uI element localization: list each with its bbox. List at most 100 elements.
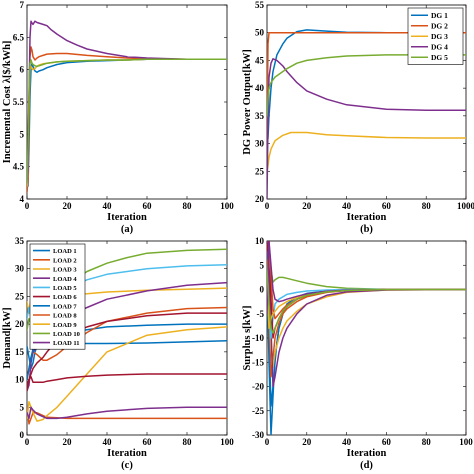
x-tick-label: 60 xyxy=(382,437,392,447)
y-tick-label: 10 xyxy=(255,236,265,246)
x-tick-label: 20 xyxy=(63,201,73,211)
series-line-5 xyxy=(27,58,227,184)
panel-caption: (a) xyxy=(121,224,134,235)
x-tick-label: 80 xyxy=(183,201,193,211)
series-line-5 xyxy=(267,241,466,388)
x-tick-label: 40 xyxy=(103,437,113,447)
legend-label: DG 1 xyxy=(431,11,448,20)
series-line-12 xyxy=(27,373,227,386)
x-tick-label: 1000 xyxy=(457,201,474,211)
y-tick-label: 5 xyxy=(20,402,25,412)
series-line-4 xyxy=(267,269,466,368)
series-group xyxy=(27,20,227,194)
x-tick-label: 80 xyxy=(422,201,432,211)
series-line-4 xyxy=(27,20,227,181)
y-tick-label: 0 xyxy=(20,430,25,440)
y-tick-label: 25 xyxy=(255,166,265,176)
x-tick-label: 40 xyxy=(342,437,352,447)
y-tick-label: 0 xyxy=(260,285,265,295)
series-group xyxy=(267,29,466,199)
x-axis-label: Iteration xyxy=(347,212,387,223)
legend-label: LOAD 6 xyxy=(53,294,77,301)
y-tick-label: -15 xyxy=(252,357,264,367)
legend-label: DG 3 xyxy=(431,32,448,41)
y-tick-label: 4 xyxy=(20,194,25,204)
series-line-load-11 xyxy=(27,406,227,420)
legend-label: LOAD 9 xyxy=(53,322,77,329)
y-tick-label: 30 xyxy=(15,264,25,274)
y-tick-label: -25 xyxy=(252,406,264,416)
plot-area xyxy=(266,240,467,436)
y-tick-label: 40 xyxy=(255,83,265,93)
legend-label: LOAD 4 xyxy=(53,276,77,283)
x-tick-label: 80 xyxy=(422,437,432,447)
legend-label: LOAD 7 xyxy=(53,303,77,310)
y-tick-label: -30 xyxy=(252,430,264,440)
x-tick-label: 20 xyxy=(302,437,312,447)
legend-label: LOAD 3 xyxy=(53,267,77,274)
y-tick-label: 10 xyxy=(15,375,25,385)
x-axis-label: Iteration xyxy=(107,448,147,459)
panel-caption: (c) xyxy=(121,460,133,471)
y-axis-label: Demand[kW] xyxy=(2,307,13,368)
legend: LOAD 1 LOAD 2 LOAD 3 LOAD 4 LOAD 5 LOAD 6 LOAD… xyxy=(29,243,86,350)
plot-area xyxy=(26,240,228,436)
y-tick-label: 35 xyxy=(255,111,265,121)
legend-label: DG 4 xyxy=(431,42,448,51)
legend-label: LOAD 5 xyxy=(53,285,77,292)
series-line-9 xyxy=(267,249,466,320)
series-line-dg-4 xyxy=(267,58,466,199)
panel-caption: (b) xyxy=(360,224,373,235)
series-line-11 xyxy=(267,241,466,315)
y-tick-label: 5 xyxy=(20,129,25,139)
y-tick-label: 15 xyxy=(15,347,25,357)
y-tick-label: -5 xyxy=(257,309,265,319)
y-axis-label: Surplus s[kW] xyxy=(242,305,253,370)
chart-panel-c: 0 20 40 60 80 100 0 5 10 15 20 25 30 35 Iteration Deman… xyxy=(2,236,234,471)
series-line-3 xyxy=(27,58,227,187)
x-tick-label: 0 xyxy=(265,201,270,211)
x-tick-label: 20 xyxy=(302,201,312,211)
y-tick-label: -10 xyxy=(252,333,264,343)
y-tick-label: 6.5 xyxy=(13,32,25,42)
y-tick-label: 25 xyxy=(15,291,25,301)
series-line-dg-2 xyxy=(267,31,466,145)
x-tick-label: 60 xyxy=(382,201,392,211)
series-line-dg-5 xyxy=(267,54,466,117)
series-line-1 xyxy=(27,58,227,187)
x-tick-label: 0 xyxy=(25,437,30,447)
series-line-load-8 xyxy=(27,406,227,425)
x-tick-label: 60 xyxy=(143,201,153,211)
series-line-dg-3 xyxy=(267,131,466,173)
x-tick-label: 80 xyxy=(183,437,193,447)
legend-label: LOAD 2 xyxy=(53,257,77,264)
series-line-6 xyxy=(267,254,466,291)
series-line-12 xyxy=(267,269,466,334)
x-tick-label: 0 xyxy=(265,437,270,447)
legend-label: DG 5 xyxy=(431,53,448,62)
x-tick-label: 60 xyxy=(143,437,153,447)
y-tick-label: 45 xyxy=(255,55,265,65)
legend: DG 1DG 2 DG 3DG 4 DG 5 xyxy=(407,7,464,65)
y-tick-label: 35 xyxy=(15,236,25,246)
legend-label: DG 2 xyxy=(431,21,448,30)
series-line-1 xyxy=(267,249,466,407)
x-tick-label: 100 xyxy=(220,201,234,211)
y-axis-label: DG Power Output[kW] xyxy=(242,49,253,154)
x-tick-label: 100 xyxy=(459,437,473,447)
x-axis-label: Iteration xyxy=(347,448,387,459)
y-tick-label: 55 xyxy=(255,0,265,10)
x-tick-label: 40 xyxy=(103,201,113,211)
y-tick-label: 20 xyxy=(255,194,265,204)
y-tick-label: -20 xyxy=(252,382,264,392)
legend-label: LOAD 1 xyxy=(53,248,77,255)
legend-label: LOAD 10 xyxy=(53,331,80,338)
y-tick-label: 5 xyxy=(260,260,265,270)
legend-label: LOAD 11 xyxy=(53,340,80,347)
y-tick-label: 50 xyxy=(255,28,265,38)
series-group xyxy=(267,241,466,435)
chart-panel-a: 0 20 40 60 80 100 4 4.5 5 5.5 6 6.5 7 Iteration Increm… xyxy=(2,0,234,235)
y-tick-label: 7 xyxy=(20,0,25,10)
chart-panel-b: 0 20 40 60 80 10002025303540455055IterationDG… xyxy=(242,0,474,235)
